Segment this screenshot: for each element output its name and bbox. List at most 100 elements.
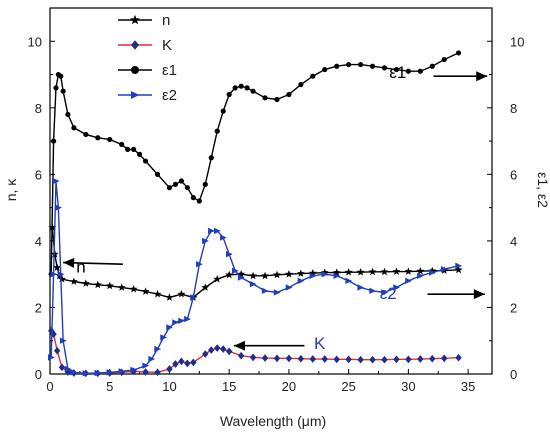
data-point [405, 68, 411, 74]
data-point [47, 326, 55, 335]
data-point [334, 63, 340, 69]
y-tick-label-right: 4 [510, 234, 517, 249]
x-tick-label: 15 [222, 379, 236, 394]
data-point [153, 289, 162, 298]
annotation-arrow-head [473, 289, 485, 300]
data-point [172, 181, 179, 187]
data-point [154, 368, 161, 377]
data-point [55, 204, 62, 211]
data-point [184, 315, 191, 323]
data-point [392, 267, 401, 275]
legend-marker [131, 91, 140, 99]
data-point [345, 277, 353, 285]
data-point [273, 289, 281, 296]
data-point [381, 289, 389, 296]
data-point [214, 344, 221, 352]
data-point [225, 347, 233, 356]
data-point [220, 345, 227, 353]
data-point [50, 138, 57, 144]
y-tick-label-right: 6 [510, 167, 517, 182]
legend-marker [130, 14, 140, 25]
data-point [405, 277, 412, 285]
data-point [429, 269, 436, 276]
data-point [428, 266, 437, 275]
data-point [83, 131, 89, 138]
data-point [214, 227, 221, 235]
annotation-0: n [63, 258, 123, 277]
data-point [369, 287, 377, 295]
data-point [95, 135, 101, 141]
y-tick-label-left: 0 [35, 367, 42, 382]
data-point [57, 275, 66, 283]
data-point [172, 360, 179, 368]
data-point [284, 270, 293, 278]
data-point [393, 284, 400, 291]
data-point [130, 366, 138, 374]
data-point [178, 178, 185, 184]
legend-item-3: ε2 [118, 87, 177, 104]
data-point [405, 355, 412, 364]
y-tick-label-left: 2 [35, 300, 42, 315]
data-point [309, 272, 317, 280]
data-point [184, 185, 190, 191]
data-point [141, 287, 150, 295]
data-point [417, 272, 424, 280]
data-point [82, 370, 90, 377]
annotation-arrow-head [233, 340, 245, 351]
data-point [345, 355, 352, 364]
data-point [225, 270, 234, 279]
legend-label: ε2 [162, 87, 177, 104]
data-point [356, 268, 365, 276]
data-point [166, 185, 173, 191]
y-axis-title-right: ε1, ε2 [535, 172, 550, 208]
annotation-label: K [314, 334, 326, 353]
data-point [69, 277, 78, 285]
data-point [53, 85, 59, 91]
series-layer [47, 50, 463, 378]
data-point [131, 146, 137, 153]
data-point [50, 270, 58, 278]
data-point [296, 269, 305, 277]
data-point [142, 368, 149, 376]
data-point [261, 354, 269, 362]
series-2 [48, 50, 462, 277]
annotation-1: K [233, 334, 326, 353]
data-point [417, 68, 423, 74]
data-point [454, 265, 463, 274]
legend-marker [131, 66, 139, 74]
x-tick-label: 10 [162, 379, 176, 394]
data-point [59, 337, 67, 344]
data-point [226, 91, 232, 98]
data-point [297, 354, 305, 363]
data-point [286, 91, 292, 98]
data-point [50, 330, 57, 338]
data-point [106, 369, 114, 376]
data-point [196, 261, 203, 268]
data-point [165, 293, 174, 301]
data-point [220, 108, 226, 114]
y-axis-title-left: n, κ [3, 178, 19, 202]
data-point [213, 275, 222, 283]
data-point [136, 151, 143, 157]
data-point [274, 96, 280, 103]
data-point [357, 284, 365, 291]
data-point [346, 61, 352, 68]
data-point [105, 281, 114, 290]
data-point [70, 369, 78, 376]
data-point [53, 263, 62, 271]
data-point [201, 283, 210, 291]
y-tick-label-right: 10 [510, 34, 524, 49]
x-tick-label: 20 [282, 379, 296, 394]
data-point [416, 267, 425, 275]
data-point [309, 355, 317, 363]
data-point [380, 267, 389, 276]
y-tick-label-left: 6 [35, 167, 42, 182]
data-point [249, 353, 257, 362]
data-point [429, 63, 435, 69]
data-point [190, 358, 197, 367]
data-point [94, 369, 102, 377]
data-point [190, 294, 197, 301]
data-point [261, 271, 269, 280]
data-point [202, 350, 209, 358]
